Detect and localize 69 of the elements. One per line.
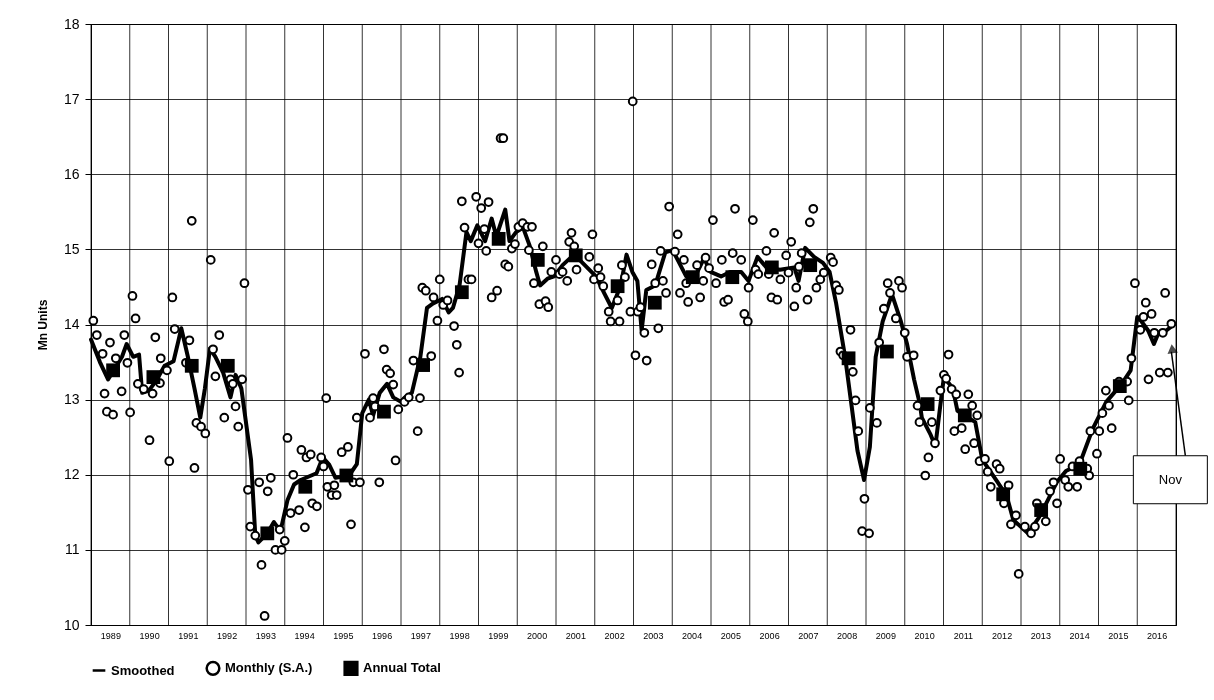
point [416, 358, 430, 372]
point [880, 344, 894, 359]
point [1073, 461, 1088, 476]
x-tick-label: 2014 [1069, 630, 1090, 641]
legend-label: Monthly (S.A.) [225, 660, 313, 676]
x-tick-label: 2007 [798, 630, 819, 641]
y-tick-label: 14 [63, 316, 80, 332]
x-tick-label: 2001 [565, 630, 586, 641]
x-tick-label: 2010 [914, 630, 935, 641]
legend-label: Smoothed [111, 662, 175, 678]
x-tick-label: 1998 [449, 630, 470, 641]
x-tick-label: 1994 [294, 630, 315, 641]
point [957, 408, 972, 423]
point [106, 363, 120, 378]
point [220, 358, 235, 373]
y-tick-label: 17 [63, 90, 80, 107]
point [530, 253, 545, 267]
x-tick-label: 1999 [488, 630, 509, 641]
x-tick-label: 1992 [217, 630, 238, 641]
point [568, 248, 583, 263]
x-tick-label: 2013 [1030, 630, 1051, 641]
x-tick-label: 1991 [178, 630, 199, 641]
point [920, 397, 935, 412]
point [610, 279, 625, 294]
x-tick-label: 2006 [759, 630, 780, 641]
point [146, 370, 161, 384]
x-tick-label: 2012 [992, 630, 1013, 641]
point [764, 260, 779, 275]
point [996, 487, 1011, 502]
point [377, 404, 391, 419]
x-tick-label: 2008 [837, 630, 858, 641]
point [725, 270, 740, 285]
y-tick-label: 15 [63, 240, 80, 257]
y-axis-title: Mn Units [35, 299, 50, 351]
x-tick-label: 2003 [643, 630, 664, 641]
x-tick-label: 1989 [100, 630, 121, 641]
x-tick-label: 2004 [682, 630, 703, 641]
point [803, 258, 818, 273]
y-tick-label: 16 [63, 165, 80, 182]
point [491, 231, 506, 246]
x-tick-label: 2002 [604, 630, 625, 641]
x-tick-label: 1997 [410, 630, 431, 641]
point [298, 479, 313, 494]
point [1112, 379, 1127, 393]
point [339, 468, 354, 483]
point [260, 526, 275, 541]
point [454, 285, 469, 300]
x-tick-label: 2015 [1108, 630, 1129, 641]
x-tick-label: 1990 [139, 630, 160, 641]
point [1034, 503, 1049, 517]
y-tick-label: 12 [63, 466, 80, 483]
y-tick-label: 18 [63, 15, 80, 32]
x-tick-label: 2000 [527, 630, 548, 641]
x-tick-label: 2011 [953, 630, 974, 641]
point [184, 358, 199, 373]
x-tick-label: 1996 [372, 630, 393, 641]
annotation: Nov [1158, 471, 1183, 487]
point [685, 270, 700, 285]
x-tick-label: 1993 [255, 630, 276, 641]
x-tick-label: 1995 [333, 630, 354, 641]
x-tick-label: 2005 [720, 630, 741, 641]
y-tick-label: 11 [64, 541, 80, 558]
point [647, 295, 662, 310]
x-tick-label: 2016 [1147, 630, 1168, 641]
legend-label: Annual Total [363, 660, 441, 676]
x-tick-label: 2009 [875, 630, 896, 641]
y-tick-label: 13 [63, 391, 80, 408]
y-tick-label: 10 [63, 616, 80, 633]
point [841, 351, 856, 366]
